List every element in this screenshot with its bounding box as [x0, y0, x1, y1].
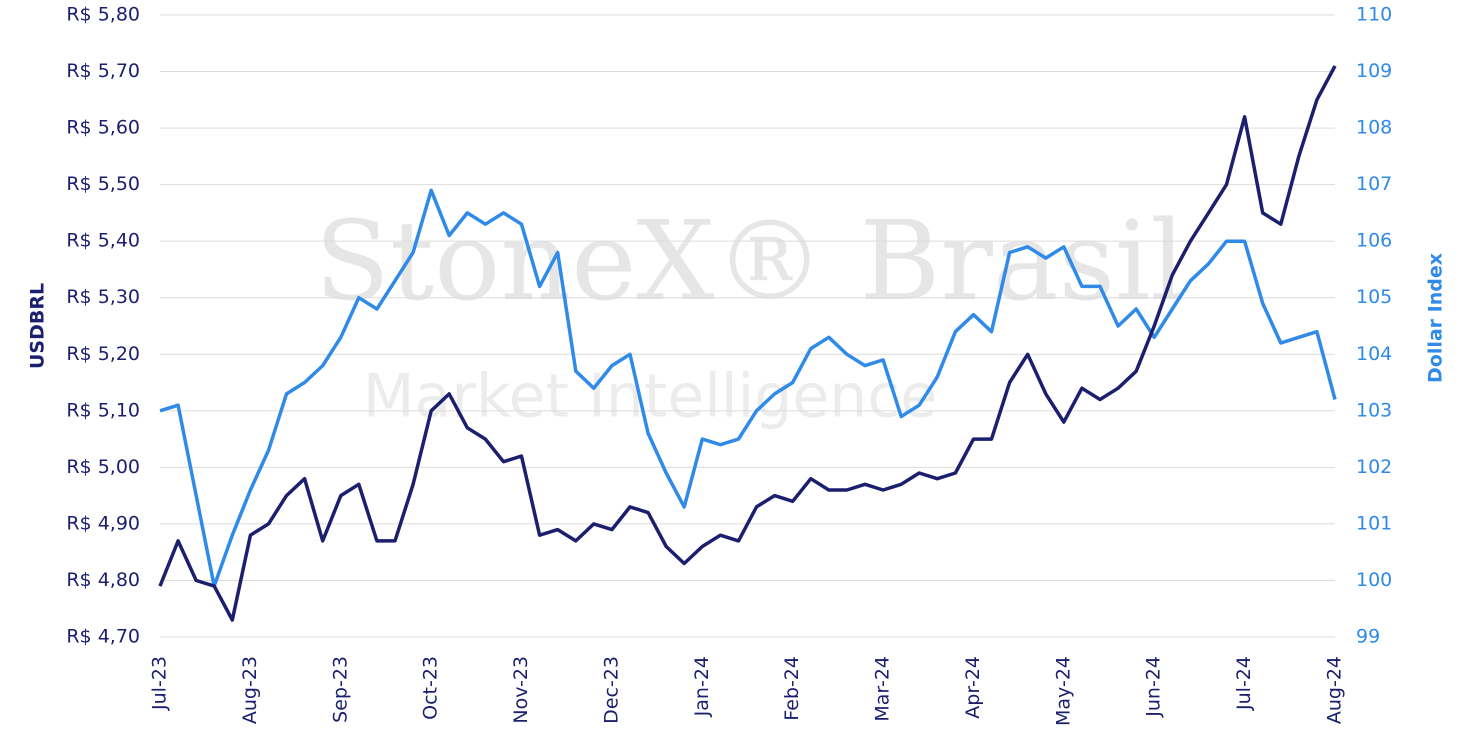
line — [159, 188, 1337, 588]
x-tick-label: Jul-24 — [1233, 656, 1255, 711]
y-tick-label: R$ 4,90 — [66, 512, 140, 534]
x-tick-label: Sep-23 — [329, 656, 351, 723]
y-tick-label: R$ 5,00 — [66, 456, 140, 478]
x-tick-label: Oct-23 — [420, 656, 442, 720]
x-tick-label: May-24 — [1052, 656, 1074, 726]
y2-axis-label: Dollar Index — [1425, 253, 1447, 383]
watermark: StoneX® Brasil — [315, 197, 1186, 325]
y-tick-label: R$ 5,60 — [66, 117, 140, 139]
y2-tick-label: 104 — [1356, 343, 1392, 365]
watermark: Market Intelligence — [363, 362, 937, 432]
y2-tick-label: 109 — [1356, 60, 1392, 82]
y2-tick-label: 99 — [1356, 626, 1380, 648]
y-tick-label: R$ 4,70 — [66, 626, 140, 648]
x-tick-label: Jul-23 — [149, 656, 171, 711]
y2-tick-label: 108 — [1356, 117, 1392, 139]
y2-tick-label: 107 — [1356, 173, 1392, 195]
y2-tick-label: 103 — [1356, 399, 1392, 421]
x-tick-label: Jan-24 — [691, 656, 713, 717]
y2-tick-label: 110 — [1356, 4, 1392, 26]
x-tick-label: Apr-24 — [962, 656, 984, 719]
y-tick-label: R$ 5,10 — [66, 399, 140, 421]
y-tick-label: R$ 5,50 — [66, 173, 140, 195]
y-axis-label: USDBRL — [27, 283, 49, 369]
x-tick-label: Dec-23 — [600, 656, 622, 724]
x-tick-label: Aug-23 — [239, 656, 261, 724]
y2-tick-label: 102 — [1356, 456, 1392, 478]
y-tick-label: R$ 5,40 — [66, 230, 140, 252]
y2-tick-label: 106 — [1356, 230, 1392, 252]
y-tick-label: R$ 5,80 — [66, 4, 140, 26]
line — [158, 65, 1337, 622]
x-tick-label: Aug-24 — [1324, 656, 1346, 724]
x-tick-label: Jun-24 — [1143, 656, 1165, 718]
y2-tick-label: 105 — [1356, 286, 1392, 308]
x-tick-label: Nov-23 — [510, 656, 532, 724]
y-tick-label: R$ 5,70 — [66, 60, 140, 82]
y-tick-label: R$ 5,30 — [66, 286, 140, 308]
y2-tick-label: 100 — [1356, 569, 1392, 591]
x-tick-label: Feb-24 — [781, 656, 803, 721]
x-tick-label: Mar-24 — [872, 656, 894, 722]
y2-tick-label: 101 — [1356, 512, 1392, 534]
y-tick-label: R$ 4,80 — [66, 569, 140, 591]
y-tick-label: R$ 5,20 — [66, 343, 140, 365]
